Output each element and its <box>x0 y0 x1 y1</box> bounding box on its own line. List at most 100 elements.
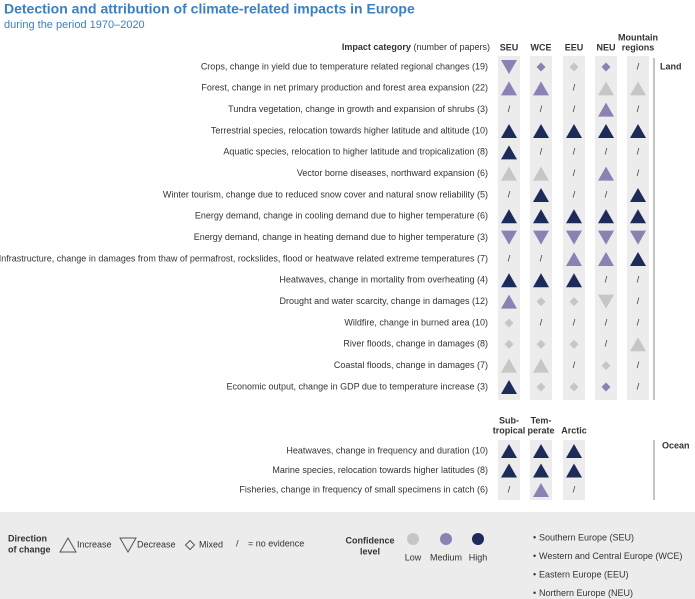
ocean-label: Ocean <box>662 440 690 450</box>
row-label: Energy demand, change in heating demand … <box>194 232 488 242</box>
legend-label: = no evidence <box>248 538 304 548</box>
impact-symbol <box>598 166 614 181</box>
legend-label: Decrease <box>137 539 176 549</box>
row-label: Vector borne diseases, northward expansi… <box>297 168 488 178</box>
impact-symbol <box>566 209 582 224</box>
impact-symbol <box>598 209 614 224</box>
row-label: Infrastructure, change in damages from t… <box>0 253 488 263</box>
impact-symbol <box>569 297 579 307</box>
row-label: Winter tourism, change due to reduced sn… <box>163 189 488 199</box>
column-header: Sub- <box>499 415 519 425</box>
impact-symbol <box>630 187 646 202</box>
legend-bg <box>0 512 695 599</box>
no-evidence: / <box>573 104 576 114</box>
no-evidence: / <box>508 253 511 263</box>
no-evidence: / <box>605 317 608 327</box>
column-header: WCE <box>531 42 552 52</box>
impact-symbol <box>598 294 614 309</box>
title: Detection and attribution of climate-rel… <box>4 1 415 17</box>
legend-label: Low <box>405 552 422 562</box>
region-label: Eastern Europe (EEU) <box>539 569 629 579</box>
no-evidence: / <box>540 317 543 327</box>
legend-label: Medium <box>430 552 462 562</box>
impact-symbol <box>504 318 514 328</box>
impact-symbol <box>630 209 646 224</box>
impact-symbol <box>501 123 517 138</box>
impact-symbol <box>598 251 614 266</box>
impact-symbol <box>533 230 549 245</box>
legend-shape <box>119 537 137 554</box>
impact-symbol <box>569 339 579 349</box>
column-stripe <box>530 56 552 400</box>
impact-symbol <box>501 379 517 394</box>
no-evidence: / <box>508 484 511 494</box>
impact-symbol <box>536 297 546 307</box>
legend-dot <box>472 533 484 545</box>
region-label: Western and Central Europe (WCE) <box>539 551 682 561</box>
impact-symbol <box>601 62 611 72</box>
column-header: Arctic <box>561 425 587 435</box>
impact-symbol <box>501 145 517 160</box>
no-evidence: / <box>605 189 608 199</box>
impact-symbol <box>566 444 582 458</box>
column-stripe <box>627 56 649 400</box>
impact-symbol <box>598 81 614 96</box>
impact-symbol <box>504 339 514 349</box>
impact-symbol <box>598 123 614 138</box>
land-label: Land <box>660 61 682 71</box>
legend-label: High <box>469 552 488 562</box>
impact-symbol <box>533 463 549 478</box>
impact-symbol <box>533 358 549 373</box>
row-label: Aquatic species, relocation to higher la… <box>223 147 488 157</box>
no-evidence: / <box>637 381 640 391</box>
impact-symbol <box>630 337 646 352</box>
column-header: regions <box>622 42 655 52</box>
impact-symbol <box>533 483 549 497</box>
column-header: EEU <box>565 42 584 52</box>
impact-symbol <box>598 102 614 117</box>
column-header: NEU <box>596 42 615 52</box>
row-label: Wildfire, change in burned area (10) <box>344 317 488 327</box>
category-bold: Impact category <box>342 42 411 52</box>
no-evidence: / <box>637 147 640 157</box>
legend-shape <box>59 536 77 553</box>
region-label: Northern Europe (NEU) <box>539 588 633 598</box>
impact-symbol <box>566 123 582 138</box>
impact-symbol <box>533 166 549 181</box>
no-evidence: / <box>605 147 608 157</box>
column-header: Tem- <box>531 415 552 425</box>
bullet: • <box>533 532 536 542</box>
no-evidence: / <box>508 189 511 199</box>
row-label: Economic output, change in GDP due to te… <box>227 381 488 391</box>
no-evidence: / <box>573 484 576 494</box>
no-evidence: / <box>605 275 608 285</box>
column-stripe <box>498 56 520 400</box>
impact-symbol <box>533 187 549 202</box>
impact-symbol <box>501 166 517 181</box>
bullet: • <box>533 569 536 579</box>
row-label: Terrestrial species, relocation towards … <box>211 125 488 135</box>
impact-symbol <box>501 81 517 96</box>
impact-symbol <box>630 123 646 138</box>
no-evidence: / <box>637 275 640 285</box>
impact-symbol <box>630 251 646 266</box>
impact-symbol <box>501 273 517 288</box>
column-header: perate <box>527 425 554 435</box>
impact-symbol <box>598 230 614 245</box>
impact-symbol <box>536 62 546 72</box>
row-label: Forest, change in net primary production… <box>201 83 488 93</box>
row-label: River floods, change in damages (8) <box>343 339 488 349</box>
impact-symbol <box>630 230 646 245</box>
legend-dot <box>407 533 419 545</box>
impact-symbol <box>501 294 517 309</box>
no-evidence: / <box>637 168 640 178</box>
impact-symbol <box>601 382 611 392</box>
impact-symbol <box>533 81 549 96</box>
row-label: Fisheries, change in frequency of small … <box>239 484 488 494</box>
no-evidence: / <box>508 104 511 114</box>
no-evidence: / <box>573 83 576 93</box>
no-evidence: / <box>637 317 640 327</box>
bullet: • <box>533 551 536 561</box>
impact-symbol <box>501 230 517 245</box>
impact-symbol <box>566 251 582 266</box>
